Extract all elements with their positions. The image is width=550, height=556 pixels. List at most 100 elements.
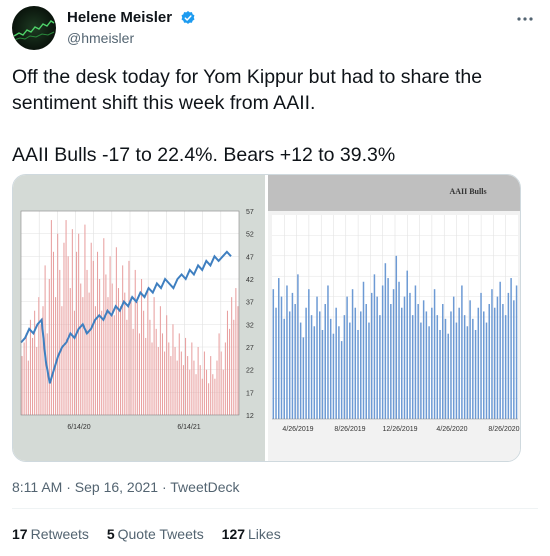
- quote-tweets-stat[interactable]: 5 Quote Tweets: [107, 526, 204, 542]
- sentiment-chart-right[interactable]: AAII Bulls 4/26/2019 8/26/2019 12/26/2019 4/…: [268, 175, 520, 461]
- chart-bar: [409, 292, 411, 419]
- chart-bar: [126, 319, 128, 415]
- chart-bar: [84, 224, 86, 415]
- chart-bar: [117, 288, 119, 415]
- author-block: Helene Meisler @hmeisler: [67, 9, 196, 46]
- chart-bar: [180, 351, 182, 415]
- chart-bar: [235, 288, 237, 415]
- retweets-stat[interactable]: 17 Retweets: [12, 526, 89, 542]
- chart-bar: [401, 307, 403, 419]
- chart-bar: [403, 296, 406, 419]
- x-tick-label: 6/14/21: [177, 424, 200, 431]
- chart-bar: [338, 326, 340, 419]
- chart-bar: [313, 326, 316, 419]
- chart-bar: [205, 369, 208, 415]
- chart-bar: [373, 274, 376, 419]
- chart-bar: [176, 360, 178, 415]
- chart-bar: [21, 356, 23, 415]
- chart-bar: [145, 337, 147, 415]
- chart-bar: [362, 281, 365, 419]
- chart-bar: [34, 310, 36, 415]
- y-tick-label: 12: [246, 413, 254, 420]
- chart-bar: [122, 265, 124, 415]
- chart-bar: [433, 289, 436, 419]
- tweet-media[interactable]: 12 17 22 27 32 37 42 47 52 57 6/14/20 6/14/21 AAII …: [12, 174, 521, 462]
- author-display-name[interactable]: Helene Meisler: [67, 9, 173, 27]
- series-line: [20, 250, 232, 384]
- chart-bar: [172, 324, 174, 415]
- chart-bar: [187, 356, 189, 415]
- chart-bar: [67, 256, 69, 415]
- chart-bar: [226, 310, 228, 415]
- chart-bar: [224, 342, 226, 415]
- tweet-header: Helene Meisler @hmeisler: [12, 6, 538, 50]
- chart-bar: [55, 297, 57, 415]
- chart-bar: [515, 285, 518, 419]
- chart-bar: [214, 378, 216, 415]
- chart-bar: [480, 292, 482, 419]
- author-handle[interactable]: @hmeisler: [67, 30, 135, 46]
- chart-bar: [483, 311, 485, 419]
- tweet-date[interactable]: Sep 16, 2021: [74, 479, 159, 495]
- tweet-stats: 17 Retweets 5 Quote Tweets 127 Likes: [12, 526, 295, 542]
- chart-bar: [134, 269, 136, 415]
- chart-bar: [463, 315, 466, 419]
- chart-bar: [488, 304, 490, 419]
- quote-tweets-count: 5: [106, 526, 115, 542]
- right-chart-svg: AAII Bulls 4/26/2019 8/26/2019 12/26/2019 4/…: [268, 175, 520, 433]
- chart-bar: [343, 315, 346, 419]
- chart-bar: [29, 319, 31, 415]
- sentiment-chart-left[interactable]: 12 17 22 27 32 37 42 47 52 57 6/14/20 6/14/21: [13, 175, 265, 461]
- chart-bar: [153, 297, 155, 415]
- chart-bar: [136, 301, 138, 415]
- chart-bar: [151, 342, 153, 415]
- chart-bar: [447, 333, 449, 419]
- chart-bar: [96, 251, 99, 415]
- chart-bar: [216, 360, 218, 415]
- divider: [12, 508, 538, 509]
- chart-bar: [329, 318, 332, 419]
- chart-bar: [458, 307, 460, 419]
- chart-bar: [513, 300, 515, 419]
- y-tick-label: 17: [246, 390, 254, 397]
- chart-bar: [485, 322, 488, 419]
- y-tick-label: 22: [246, 368, 254, 375]
- likes-count: 127: [221, 526, 246, 542]
- chart-bar: [210, 356, 212, 415]
- chart-bar: [128, 260, 130, 415]
- chart-bar: [414, 285, 417, 419]
- chart-bar: [32, 337, 34, 415]
- chart-bar: [120, 306, 122, 415]
- chart-bar: [387, 278, 389, 419]
- tweet-time[interactable]: 8:11 AM: [12, 479, 63, 495]
- chart-bar: [237, 306, 239, 415]
- chart-bar: [305, 307, 307, 419]
- chart-bar: [425, 311, 428, 419]
- avatar[interactable]: [12, 6, 56, 50]
- chart-bar: [174, 347, 176, 415]
- chart-bar: [466, 326, 469, 419]
- chart-bar: [113, 315, 115, 415]
- chart-bar: [199, 365, 201, 415]
- chart-bar: [291, 292, 294, 419]
- meta-separator: ·: [66, 479, 71, 495]
- more-horizontal-icon[interactable]: [514, 8, 536, 30]
- chart-bar: [442, 304, 444, 419]
- quote-tweets-label: Quote Tweets: [117, 526, 204, 542]
- y-tick-label: 37: [246, 300, 254, 307]
- chart-bar: [65, 220, 67, 415]
- tweet-source[interactable]: TweetDeck: [170, 479, 240, 495]
- chart-bar: [71, 229, 73, 415]
- chart-bar: [288, 311, 291, 419]
- chart-bar: [208, 383, 210, 415]
- chart-bar: [109, 256, 111, 415]
- chart-bar: [82, 297, 84, 415]
- y-tick-label: 52: [246, 232, 254, 239]
- chart-bar: [310, 315, 313, 419]
- chart-bar: [411, 315, 414, 419]
- likes-stat[interactable]: 127 Likes: [222, 526, 281, 542]
- verified-badge-icon: [181, 10, 194, 24]
- chart-bar: [182, 365, 184, 415]
- chart-bar: [212, 374, 214, 415]
- chart-bar: [23, 342, 25, 415]
